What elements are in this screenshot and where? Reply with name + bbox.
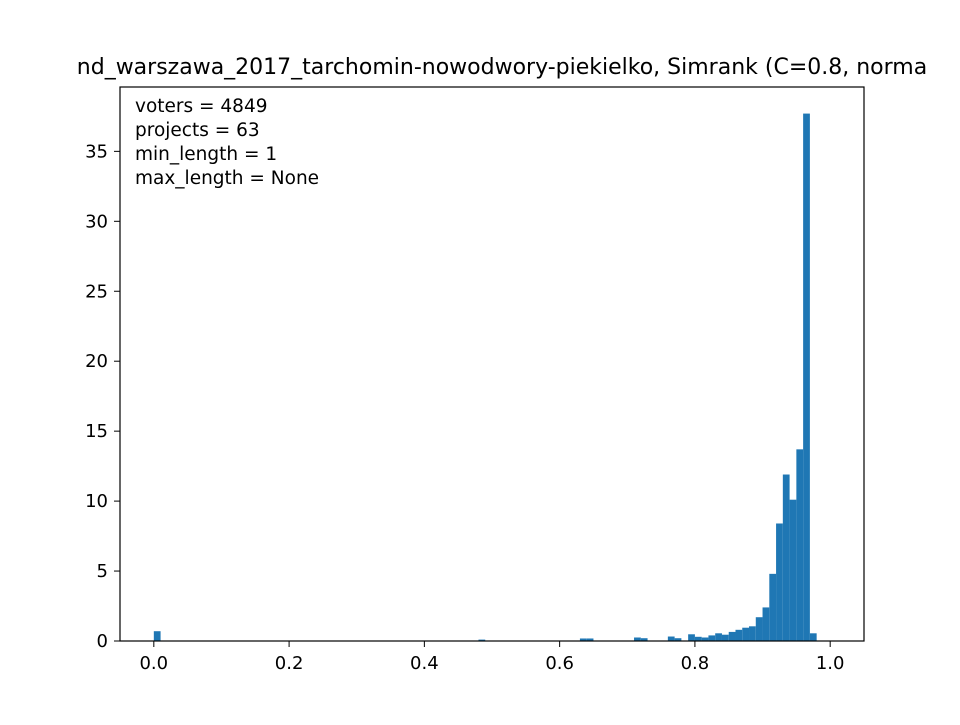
histogram-bar <box>749 626 756 641</box>
histogram-bar <box>803 113 810 641</box>
histogram-bar <box>769 573 777 641</box>
histogram-bar <box>735 629 743 641</box>
axes-frame <box>119 86 865 642</box>
histogram-bar <box>688 634 695 641</box>
histogram-bar <box>708 635 716 641</box>
histogram-bar <box>674 638 682 641</box>
y-tick-label: 35 <box>85 141 108 162</box>
histogram-bar <box>782 474 790 641</box>
y-tick-label: 10 <box>85 491 108 512</box>
y-tick-label: 5 <box>97 561 108 582</box>
stats-annotation: voters = 4849 projects = 63 min_length = 1… <box>135 96 319 189</box>
x-axis-ticks: 0.0 0.2 0.4 0.6 0.8 1.0 <box>139 641 845 674</box>
histogram-bar <box>721 634 729 641</box>
x-tick-label: 1.0 <box>816 653 845 674</box>
histogram-bar <box>728 631 736 641</box>
histogram-bar <box>694 636 702 641</box>
histogram-bar <box>742 627 750 641</box>
stats-annotation-line: voters = 4849 <box>135 96 268 117</box>
x-tick-label: 0.2 <box>275 653 304 674</box>
histogram-bar <box>796 449 804 641</box>
histogram-bar <box>640 638 648 641</box>
x-tick-label: 0.6 <box>545 653 574 674</box>
y-tick-label: 15 <box>85 421 108 442</box>
histogram-bar <box>153 631 161 641</box>
histogram-bar <box>755 617 763 641</box>
histogram-bar <box>667 636 675 641</box>
histogram-bar <box>809 633 817 641</box>
y-axis-ticks: 0 5 10 15 20 25 30 35 <box>85 141 120 652</box>
histogram-bar <box>634 637 641 641</box>
histogram-bar <box>586 638 594 641</box>
x-tick-label: 0.8 <box>681 653 710 674</box>
y-tick-label: 25 <box>85 281 108 302</box>
bars-group <box>153 113 817 641</box>
histogram-bar <box>715 633 722 641</box>
histogram-bar <box>762 607 770 641</box>
stats-annotation-line: max_length = None <box>135 168 319 189</box>
stats-annotation-line: projects = 63 <box>135 120 260 141</box>
histogram-bar <box>789 499 797 641</box>
y-tick-label: 0 <box>97 631 108 652</box>
x-tick-label: 0.4 <box>410 653 439 674</box>
histogram-bar <box>776 523 783 641</box>
x-tick-label: 0.0 <box>139 653 168 674</box>
histogram-bar <box>478 639 486 641</box>
y-tick-label: 20 <box>85 351 108 372</box>
histogram-bar <box>579 638 587 641</box>
chart-title: nd_warszawa_2017_tarchomin-nowodwory-pie… <box>77 55 927 80</box>
histogram-bar <box>701 637 709 641</box>
y-tick-label: 30 <box>85 211 108 232</box>
stats-annotation-line: min_length = 1 <box>135 144 277 165</box>
